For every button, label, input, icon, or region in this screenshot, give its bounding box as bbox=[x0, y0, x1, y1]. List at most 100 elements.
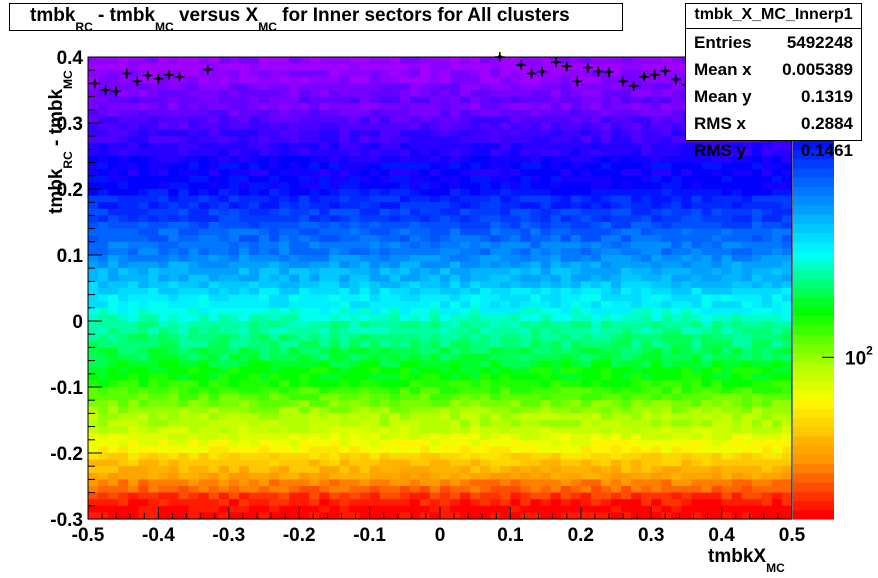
heatmap-cell bbox=[781, 202, 793, 210]
heatmap-cell bbox=[269, 400, 280, 408]
heatmap-cell bbox=[369, 83, 381, 91]
heatmap-cell bbox=[490, 96, 501, 104]
heatmap-cell bbox=[651, 149, 662, 157]
heatmap-cell bbox=[319, 354, 330, 362]
heatmap-cell bbox=[691, 479, 703, 487]
heatmap-cell bbox=[440, 413, 451, 421]
heatmap-cell bbox=[178, 222, 190, 230]
heatmap-cell bbox=[550, 479, 562, 487]
heatmap-cell bbox=[158, 413, 170, 421]
heatmap-cell bbox=[429, 202, 441, 210]
heatmap-cell bbox=[309, 255, 320, 263]
heatmap-cell bbox=[178, 241, 190, 249]
heatmap-cell bbox=[399, 307, 411, 315]
heatmap-cell bbox=[138, 83, 149, 91]
heatmap-cell bbox=[540, 459, 552, 467]
heatmap-cell bbox=[761, 189, 773, 197]
heatmap-cell bbox=[540, 175, 552, 183]
heatmap-cell bbox=[339, 202, 351, 210]
heatmap-cell bbox=[389, 327, 401, 335]
heatmap-cell bbox=[379, 255, 391, 263]
heatmap-cell bbox=[108, 367, 119, 375]
heatmap-cell bbox=[188, 169, 200, 177]
heatmap-cell bbox=[168, 466, 180, 474]
heatmap-cell bbox=[671, 360, 682, 368]
heatmap-cell bbox=[580, 492, 592, 500]
heatmap-cell bbox=[580, 433, 592, 441]
heatmap-cell bbox=[460, 189, 471, 197]
heatmap-cell bbox=[610, 387, 622, 395]
heatmap-cell bbox=[289, 63, 300, 71]
heatmap-cell bbox=[751, 321, 763, 329]
heatmap-cell bbox=[218, 413, 230, 421]
heatmap-cell bbox=[319, 499, 330, 507]
heatmap-cell bbox=[621, 512, 632, 520]
heatmap-cell bbox=[218, 96, 230, 104]
heatmap-cell bbox=[379, 354, 391, 362]
heatmap-cell bbox=[681, 156, 693, 164]
heatmap-cell bbox=[178, 354, 190, 362]
heatmap-cell bbox=[359, 274, 371, 282]
heatmap-cell bbox=[188, 255, 200, 263]
heatmap-cell bbox=[279, 76, 290, 84]
heatmap-cell bbox=[490, 90, 501, 98]
heatmap-cell bbox=[168, 459, 180, 467]
heatmap-cell bbox=[359, 420, 371, 428]
heatmap-cell bbox=[741, 479, 753, 487]
heatmap-cell bbox=[399, 202, 411, 210]
heatmap-cell bbox=[761, 354, 773, 362]
heatmap-cell bbox=[621, 222, 632, 230]
heatmap-cell bbox=[621, 149, 632, 157]
heatmap-cell bbox=[138, 189, 149, 197]
heatmap-cell bbox=[580, 96, 592, 104]
heatmap-cell bbox=[289, 380, 300, 388]
heatmap-cell bbox=[590, 406, 602, 414]
heatmap-cell bbox=[661, 189, 672, 197]
heatmap-cell bbox=[470, 307, 481, 315]
heatmap-cell bbox=[671, 241, 682, 249]
heatmap-cell bbox=[409, 281, 421, 289]
heatmap-cell bbox=[88, 314, 99, 322]
heatmap-cell bbox=[590, 274, 602, 282]
heatmap-cell bbox=[550, 235, 562, 243]
heatmap-cell bbox=[389, 512, 401, 520]
heatmap-cell bbox=[419, 393, 431, 401]
heatmap-cell bbox=[118, 57, 129, 65]
heatmap-cell bbox=[641, 486, 652, 494]
heatmap-cell bbox=[108, 123, 119, 131]
heatmap-cell bbox=[289, 367, 300, 375]
heatmap-cell bbox=[771, 472, 783, 480]
heatmap-cell bbox=[530, 505, 542, 513]
heatmap-cell bbox=[339, 142, 351, 150]
heatmap-cell bbox=[188, 96, 200, 104]
heatmap-cell bbox=[741, 499, 753, 507]
heatmap-cell bbox=[450, 215, 461, 223]
heatmap-cell bbox=[781, 175, 793, 183]
heatmap-cell bbox=[339, 367, 351, 375]
heatmap-cell bbox=[349, 453, 361, 461]
heatmap-cell bbox=[108, 314, 119, 322]
heatmap-cell bbox=[158, 288, 170, 296]
heatmap-cell bbox=[661, 459, 672, 467]
heatmap-cell bbox=[580, 453, 592, 461]
heatmap-cell bbox=[118, 380, 129, 388]
heatmap-cell bbox=[98, 195, 109, 203]
heatmap-cell bbox=[460, 367, 471, 375]
heatmap-cell bbox=[148, 347, 159, 355]
heatmap-cell bbox=[208, 314, 220, 322]
heatmap-cell bbox=[651, 288, 662, 296]
heatmap-cell bbox=[429, 466, 441, 474]
heatmap-cell bbox=[520, 294, 532, 302]
heatmap-cell bbox=[510, 202, 522, 210]
heatmap-cell bbox=[138, 129, 149, 137]
heatmap-cell bbox=[118, 426, 129, 434]
heatmap-cell bbox=[148, 373, 159, 381]
heatmap-cell bbox=[751, 334, 763, 342]
heatmap-cell bbox=[329, 208, 341, 216]
heatmap-cell bbox=[359, 136, 371, 144]
heatmap-cell bbox=[168, 367, 180, 375]
heatmap-cell bbox=[359, 334, 371, 342]
heatmap-cell bbox=[550, 307, 562, 315]
heatmap-cell bbox=[379, 162, 391, 170]
heatmap-cell bbox=[600, 439, 612, 447]
